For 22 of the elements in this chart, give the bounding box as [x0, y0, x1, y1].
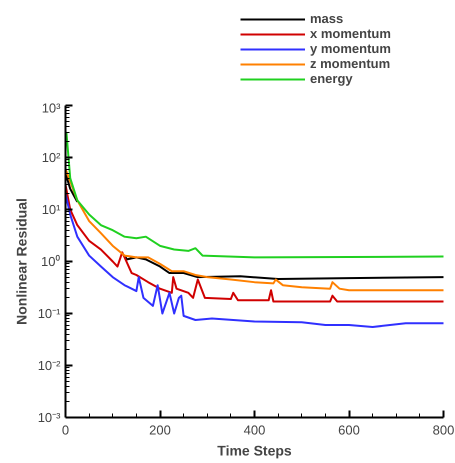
- legend-label: mass: [310, 11, 344, 26]
- x-tick-label: 0: [62, 422, 70, 438]
- x-tick-label: 400: [244, 422, 266, 438]
- legend-label: energy: [310, 71, 353, 86]
- line-series: [66, 132, 444, 258]
- line-series: [66, 192, 444, 328]
- legend-label: x momentum: [310, 26, 391, 41]
- x-tick-label: 600: [338, 422, 360, 438]
- y-tick-label: 10³: [42, 100, 62, 116]
- y-tick-label: 10¹: [42, 202, 62, 217]
- legend-label: y momentum: [310, 41, 391, 56]
- y-tick-label: 10⁻²: [38, 358, 62, 373]
- y-tick-label: 10²: [42, 150, 62, 165]
- line-series: [66, 184, 444, 303]
- x-tick-label: 800: [432, 422, 454, 438]
- y-tick-label: 10⁻³: [38, 410, 62, 425]
- legend-label: z momentum: [310, 56, 390, 71]
- y-axis-title: Nonlinear Residual: [14, 198, 30, 325]
- x-axis-title: Time Steps: [217, 442, 292, 458]
- x-tick-label: 200: [149, 422, 171, 438]
- y-tick-label: 10⁻¹: [38, 306, 62, 321]
- y-tick-label: 10⁰: [41, 254, 61, 269]
